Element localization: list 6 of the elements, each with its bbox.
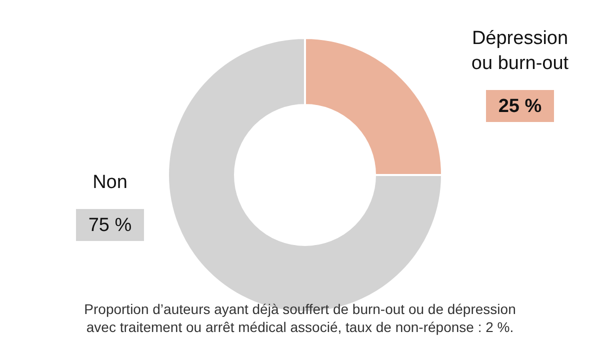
slice-label: Dépression ou burn-out	[471, 28, 570, 74]
slice-label: Non	[92, 172, 128, 193]
data-label: 25 %	[498, 96, 542, 117]
data-label: 75 %	[88, 215, 132, 236]
text: avec traitement ou arrêt médical associé, taux de non-réponse : 2 %.	[86, 319, 514, 335]
text: Proportion d’auteurs ayant déjà souffert de burn-out ou de dépression	[84, 301, 516, 317]
